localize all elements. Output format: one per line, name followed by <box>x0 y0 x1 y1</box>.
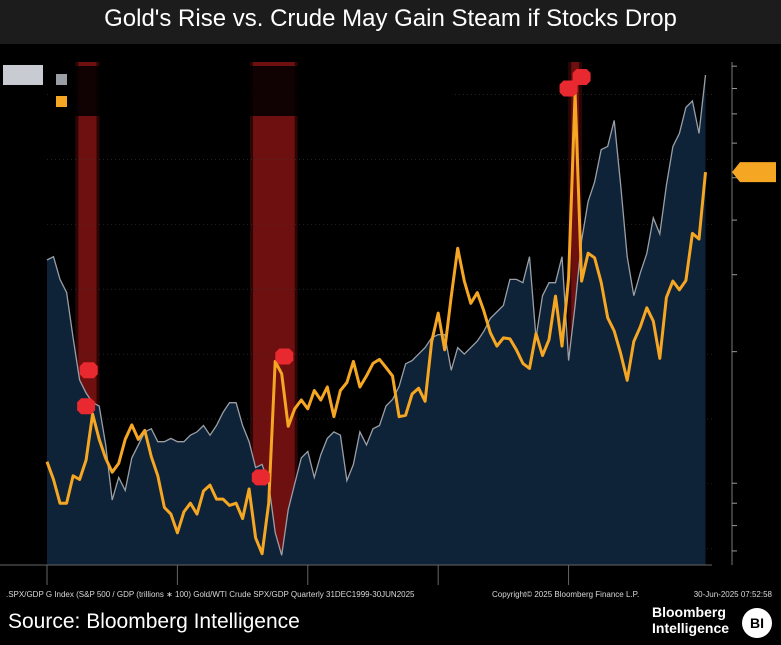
right-current-value-box <box>732 162 776 183</box>
recession-badge-icon <box>251 469 270 486</box>
recession-badges <box>77 69 591 486</box>
recession-badge-icon <box>79 362 98 379</box>
sp500-gdp-series <box>46 74 707 565</box>
logo-line-2: Intelligence <box>652 620 730 636</box>
recession-badge-icon <box>77 398 96 415</box>
legend <box>50 66 453 116</box>
timestamp: 30-Jun-2025 07:52:58 <box>693 590 772 599</box>
bloomberg-logo: Bloomberg Intelligence <box>652 604 729 636</box>
gold-wti-line <box>45 91 707 556</box>
recession-band-edge <box>96 62 100 565</box>
recession-band-edge <box>294 62 298 565</box>
left-axis <box>3 64 43 85</box>
recession-band-edge <box>568 62 572 565</box>
recession-badge-icon <box>275 348 294 365</box>
legend-swatch-sp500 <box>56 74 67 85</box>
title-bar: Gold's Rise vs. Crude May Gain Steam if … <box>0 0 781 44</box>
logo-line-1: Bloomberg <box>652 604 726 620</box>
recession-badge-icon <box>559 80 578 97</box>
legend-box <box>50 66 453 116</box>
footer-meta: .SPX/GDP G Index (S&P 500 / GDP (trillio… <box>6 590 776 604</box>
chart-canvas <box>0 60 781 590</box>
legend-swatch-gold <box>56 96 67 107</box>
recession-band-edge <box>250 62 254 565</box>
right-axis <box>731 62 776 565</box>
source-note: Source: Bloomberg Intelligence <box>8 610 300 633</box>
series-description: .SPX/GDP G Index (S&P 500 / GDP (trillio… <box>6 590 415 599</box>
x-axis <box>0 564 712 585</box>
left-current-value-box <box>3 64 43 85</box>
sp500-gdp-area <box>47 75 706 565</box>
recession-badge-icon <box>572 69 591 86</box>
sp500-gdp-line <box>46 74 707 556</box>
bi-logo-icon: BI <box>742 608 772 638</box>
recession-band-edge <box>75 62 79 565</box>
chart-title: Gold's Rise vs. Crude May Gain Steam if … <box>104 5 677 32</box>
copyright: Copyright© 2025 Bloomberg Finance L.P. <box>492 590 640 599</box>
gold-wti-series <box>45 91 707 556</box>
